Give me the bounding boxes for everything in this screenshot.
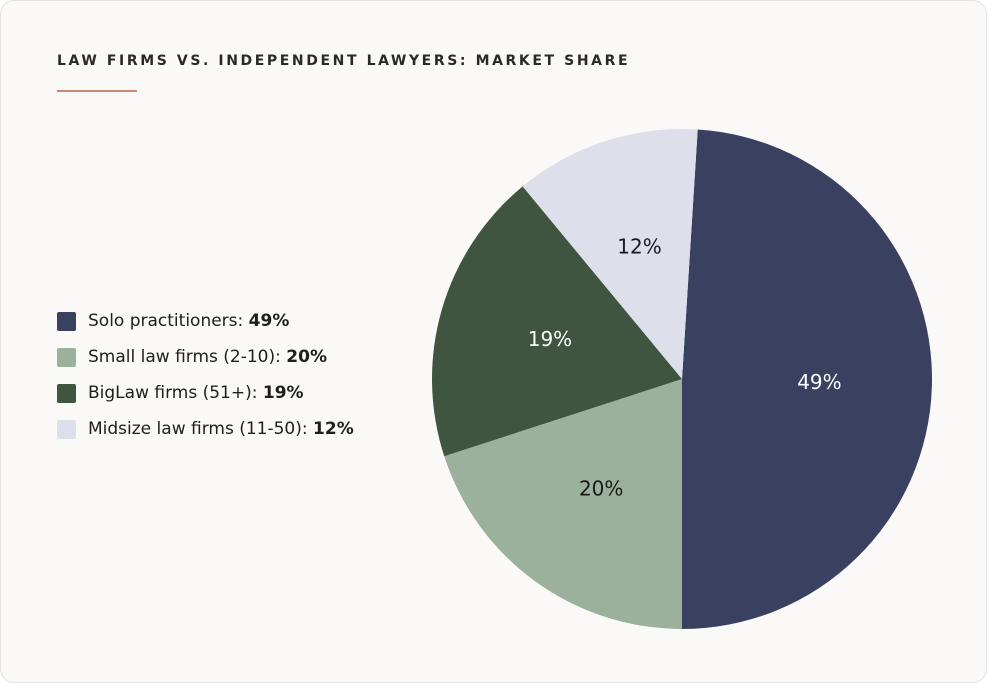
legend-label: Midsize law firms (11-50) xyxy=(88,419,313,439)
legend-item: Solo practitioners49% xyxy=(57,303,354,339)
legend-label: BigLaw firms (51+) xyxy=(88,383,263,403)
legend: Solo practitioners49%Small law firms (2-… xyxy=(57,303,354,447)
legend-swatch xyxy=(57,311,76,331)
legend-value: 49% xyxy=(248,311,290,331)
legend-item: Midsize law firms (11-50)12% xyxy=(57,411,354,447)
pie-slice xyxy=(444,379,682,629)
slice-label: 20% xyxy=(579,477,623,501)
pie-slice xyxy=(431,186,682,457)
slice-label: 49% xyxy=(797,370,841,394)
title-underline xyxy=(57,90,137,92)
chart-title: LAW FIRMS VS. INDEPENDENT LAWYERS: MARKE… xyxy=(57,53,631,69)
legend-swatch xyxy=(57,383,76,403)
pie-slice xyxy=(522,129,698,379)
legend-value: 12% xyxy=(313,419,354,439)
legend-item: BigLaw firms (51+)19% xyxy=(57,375,354,411)
legend-swatch xyxy=(57,347,76,367)
pie-slice xyxy=(682,129,933,629)
legend-value: 20% xyxy=(286,347,327,367)
legend-item: Small law firms (2-10)20% xyxy=(57,339,354,375)
slice-label: 19% xyxy=(528,327,572,351)
legend-label: Solo practitioners xyxy=(88,311,249,331)
legend-value: 19% xyxy=(262,383,304,403)
slice-label: 12% xyxy=(617,235,661,259)
legend-swatch xyxy=(57,419,76,439)
legend-label: Small law firms (2-10) xyxy=(88,347,286,367)
